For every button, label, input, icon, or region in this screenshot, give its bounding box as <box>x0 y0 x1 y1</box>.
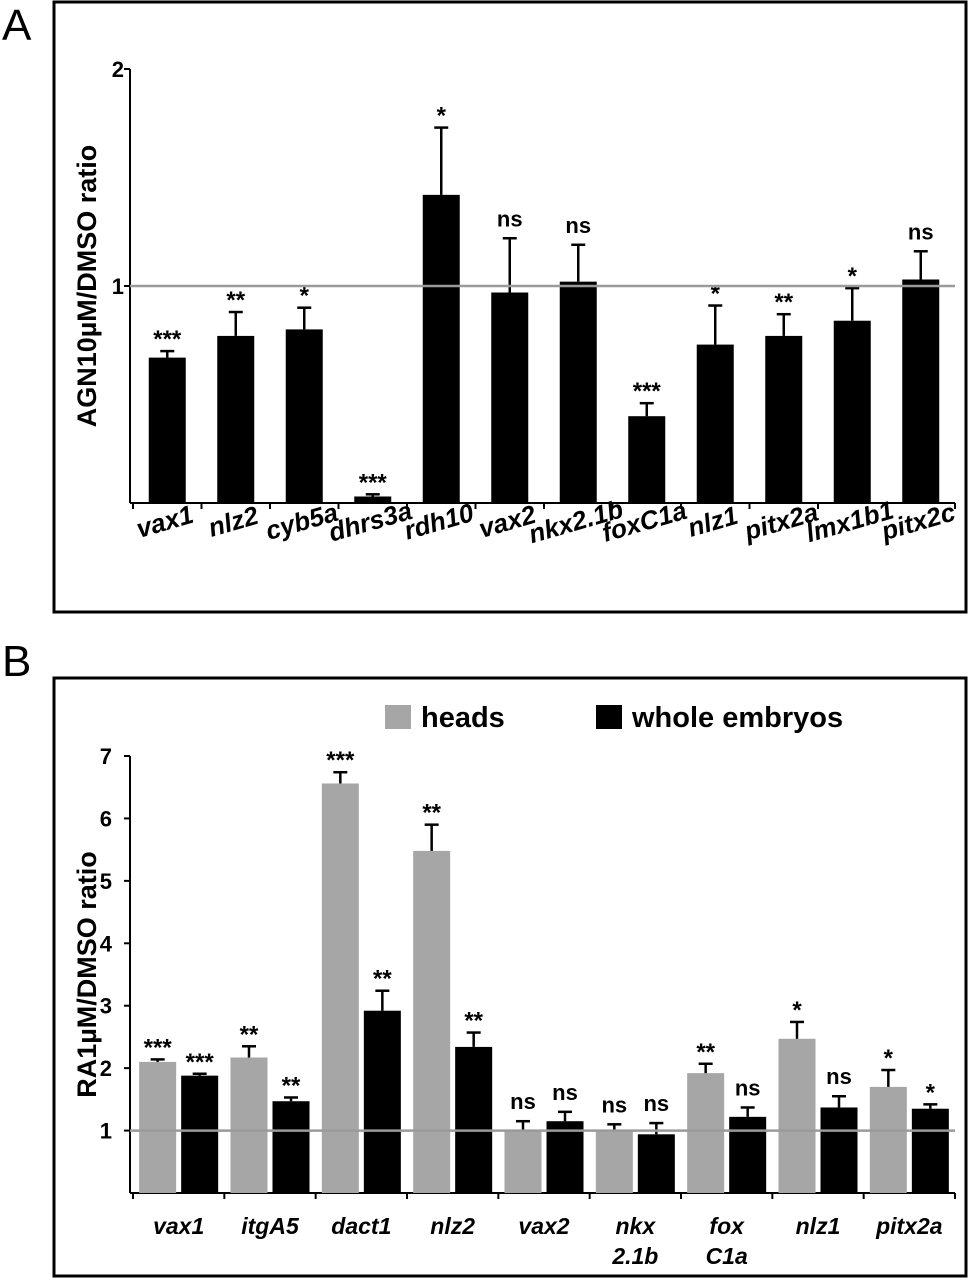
bar-whole-embryos <box>272 1101 310 1193</box>
bar <box>559 281 597 503</box>
bar <box>696 344 734 503</box>
category-label: itgA5 <box>241 1213 300 1239</box>
category-label: C1a <box>706 1243 748 1269</box>
significance-label: ** <box>464 1008 483 1035</box>
legend-label: heads <box>421 702 505 734</box>
category-label: 2.1b <box>611 1243 658 1269</box>
y-axis-label: RA1µM/DMSO ratio <box>72 851 102 1098</box>
bar <box>491 292 529 503</box>
significance-label: *** <box>359 469 388 496</box>
significance-label: ns <box>552 1080 578 1105</box>
significance-label: ** <box>373 966 392 993</box>
significance-label: ns <box>601 1092 627 1117</box>
significance-label: ** <box>422 800 441 827</box>
significance-label: ns <box>497 206 523 231</box>
bar <box>902 279 940 503</box>
significance-label: ** <box>240 1021 259 1048</box>
significance-label: ns <box>908 219 934 244</box>
y-tick-label: 5 <box>100 869 112 894</box>
bar <box>354 496 392 503</box>
significance-label: ns <box>510 1089 536 1114</box>
bar-heads <box>504 1130 542 1193</box>
panel-a-letter: A <box>2 1 32 50</box>
category-label: nkx <box>616 1213 657 1239</box>
category-label: nlz2 <box>205 500 262 543</box>
bar-whole-embryos <box>181 1075 219 1193</box>
bar-heads <box>687 1073 725 1193</box>
category-label: vax1 <box>153 1213 204 1239</box>
bar-whole-embryos <box>729 1116 767 1193</box>
significance-label: ** <box>282 1072 301 1099</box>
significance-label: ns <box>826 1064 852 1089</box>
category-label: fox <box>709 1213 745 1239</box>
bar-whole-embryos <box>637 1134 675 1193</box>
significance-label: * <box>926 1079 936 1106</box>
bar-whole-embryos <box>820 1107 858 1193</box>
significance-label: ** <box>774 289 793 316</box>
significance-label: *** <box>153 326 182 353</box>
bar-whole-embryos <box>455 1046 493 1193</box>
y-tick-label: 7 <box>100 744 112 769</box>
significance-label: *** <box>326 747 355 774</box>
significance-label: * <box>437 103 447 130</box>
bar-heads <box>413 850 451 1193</box>
y-tick-label: 3 <box>100 994 112 1019</box>
y-tick-label: 2 <box>112 57 124 82</box>
legend-label: whole embryos <box>631 702 843 734</box>
significance-label: ns <box>643 1091 669 1116</box>
bar-heads <box>139 1061 177 1193</box>
legend-swatch <box>596 705 622 729</box>
y-tick-label: 2 <box>100 1056 112 1081</box>
bar <box>148 357 186 503</box>
bar <box>833 320 871 503</box>
category-label: vax1 <box>133 499 197 544</box>
category-label: dact1 <box>331 1213 391 1239</box>
bar <box>628 416 666 503</box>
bar-heads <box>778 1038 816 1193</box>
panel-a-frame <box>52 0 968 614</box>
significance-label: * <box>711 281 721 308</box>
significance-label: ** <box>696 1039 715 1066</box>
category-label: rdh10 <box>401 497 478 546</box>
y-tick-label: 4 <box>100 931 113 956</box>
significance-label: *** <box>186 1049 215 1076</box>
bar <box>765 335 803 503</box>
bar-heads <box>595 1130 633 1193</box>
significance-label: *** <box>144 1034 173 1061</box>
bar <box>422 194 460 504</box>
significance-label: ns <box>735 1075 761 1100</box>
y-tick-label: 1 <box>112 274 124 299</box>
bar-heads <box>869 1086 907 1193</box>
category-label: nlz1 <box>684 500 741 543</box>
y-tick-label: 1 <box>100 1119 112 1144</box>
bar-whole-embryos <box>911 1108 949 1193</box>
significance-label: ** <box>226 287 245 314</box>
category-label: nlz2 <box>430 1213 475 1239</box>
significance-label: *** <box>633 378 662 405</box>
bar-whole-embryos <box>363 1010 401 1193</box>
category-label: nlz1 <box>796 1213 841 1239</box>
panel-b-frame <box>52 676 968 1278</box>
bar-whole-embryos <box>546 1121 584 1193</box>
y-tick-label: 6 <box>100 806 112 831</box>
legend-swatch <box>385 705 411 729</box>
y-axis-label: AGN10µM/DMSO ratio <box>72 145 102 428</box>
significance-label: * <box>792 997 802 1024</box>
significance-label: * <box>300 283 310 310</box>
significance-label: * <box>848 263 858 290</box>
category-label: pitx2a <box>875 1213 943 1239</box>
bar-heads <box>230 1057 268 1193</box>
bar <box>285 329 323 503</box>
significance-label: ns <box>565 213 591 238</box>
category-label: vax2 <box>518 1213 569 1239</box>
significance-label: * <box>884 1045 894 1072</box>
bar-heads <box>321 783 359 1193</box>
panel-b-letter: B <box>2 637 32 686</box>
bar <box>217 335 255 503</box>
